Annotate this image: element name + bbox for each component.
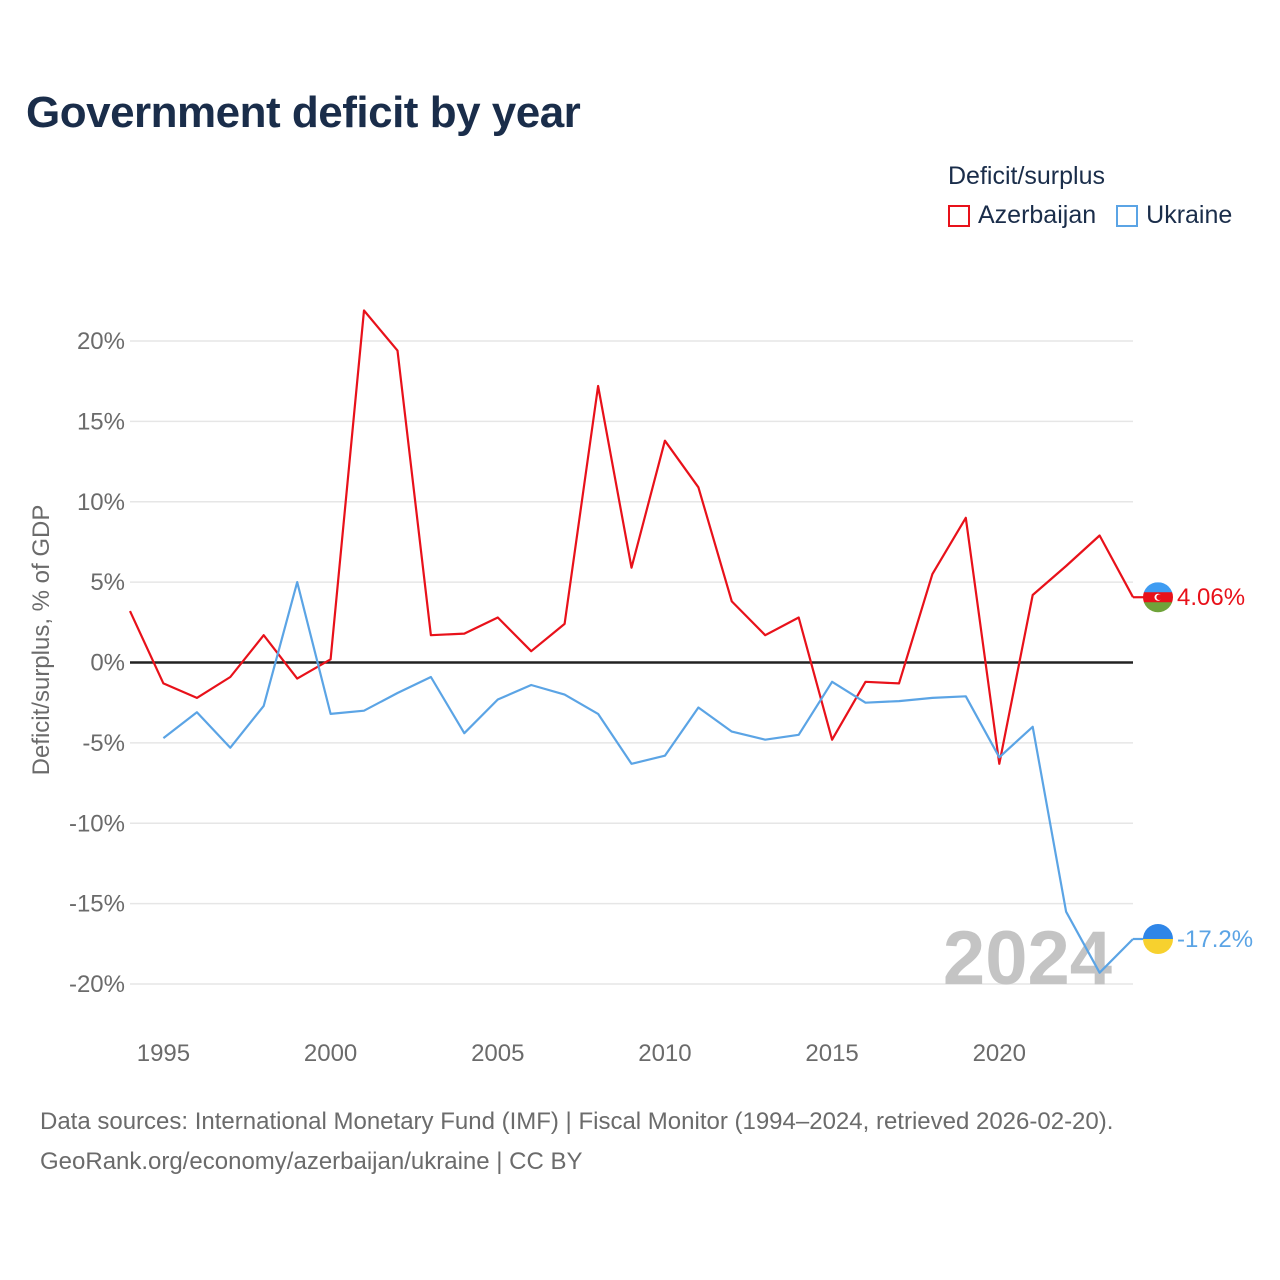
data-point [329,657,333,661]
series-line-ukraine [162,580,1134,974]
end-value-label-ukraine: -17.2% [1177,926,1253,953]
data-point [195,710,199,714]
data-point [262,704,266,708]
source-line-2: GeoRank.org/economy/azerbaijan/ukraine |… [40,1148,583,1175]
data-point [295,677,299,681]
legend-swatch-azerbaijan [948,204,970,227]
data-point [329,712,333,716]
data-point [496,697,500,701]
data-point [462,731,466,735]
chart-title: Government deficit by year [26,88,581,137]
data-point [930,696,934,700]
data-point [529,649,533,653]
data-point [1098,971,1102,975]
ukraine-flag-icon [1143,923,1173,954]
data-point [696,485,700,489]
data-point [730,730,734,734]
y-tick-label: 15% [77,408,125,435]
x-tick-label: 2000 [304,1040,357,1067]
y-tick-label: -5% [82,730,125,757]
data-point [128,609,132,613]
data-point [295,580,299,584]
data-point [228,675,232,679]
y-tick-label: -15% [69,891,125,918]
x-tick-label: 2020 [973,1040,1026,1067]
data-point [630,566,634,570]
year-label: 2024 [943,916,1112,1001]
y-tick-label: -10% [69,810,125,837]
data-point [496,615,500,619]
data-point [663,754,667,758]
data-point [262,633,266,637]
data-point [161,681,165,685]
data-point [462,632,466,636]
legend: Deficit/surplus Azerbaijan Ukraine [948,162,1268,230]
data-point [930,572,934,576]
data-point [830,680,834,684]
y-tick-label: 5% [90,569,125,596]
x-tick-label: 2005 [471,1040,524,1067]
legend-label-ukraine: Ukraine [1146,201,1233,229]
data-point [997,755,1001,759]
legend-item-azerbaijan[interactable]: Azerbaijan [948,201,1096,230]
data-point [630,762,634,766]
data-point [362,709,366,713]
legend-items: Azerbaijan Ukraine [948,201,1268,230]
data-point [897,699,901,703]
data-point [763,738,767,742]
data-point [529,683,533,687]
y-tick-label: 20% [77,328,125,355]
data-point [596,712,600,716]
legend-item-ukraine[interactable]: Ukraine [1116,201,1232,230]
data-point [1098,534,1102,538]
data-point [429,675,433,679]
data-point [1031,725,1035,729]
source-line-1: Data sources: International Monetary Fun… [40,1108,1114,1135]
legend-label-azerbaijan: Azerbaijan [978,201,1097,229]
data-point [797,733,801,737]
series-line-azerbaijan [129,309,1134,765]
x-tick-label: 2010 [638,1040,691,1067]
data-point [228,746,232,750]
data-point [596,384,600,388]
x-tick-label: 2015 [805,1040,858,1067]
x-tick-label: 1995 [137,1040,190,1067]
data-point [897,681,901,685]
data-point [696,706,700,710]
data-point [763,633,767,637]
data-point [161,736,165,740]
y-tick-label: 10% [77,489,125,516]
data-point [997,762,1001,766]
data-point [663,439,667,443]
data-point [864,680,868,684]
data-point [730,599,734,603]
azerbaijan-flag-icon [1143,582,1173,613]
legend-swatch-ukraine [1116,204,1139,227]
end-value-label-azerbaijan: 4.06% [1177,584,1245,611]
data-point [964,694,968,698]
data-point [864,701,868,705]
data-point [429,633,433,637]
data-point [563,622,567,626]
data-point [1064,910,1068,914]
data-point [395,349,399,353]
legend-title: Deficit/surplus [948,162,1105,190]
data-point [797,615,801,619]
data-point [395,691,399,695]
data-point [362,308,366,312]
data-point [563,693,567,697]
y-tick-label: -20% [69,971,125,998]
data-point [195,696,199,700]
y-tick-label: 0% [90,650,125,677]
data-point [1031,593,1035,597]
data-point [830,738,834,742]
data-point [964,516,968,520]
data-point [1064,564,1068,568]
